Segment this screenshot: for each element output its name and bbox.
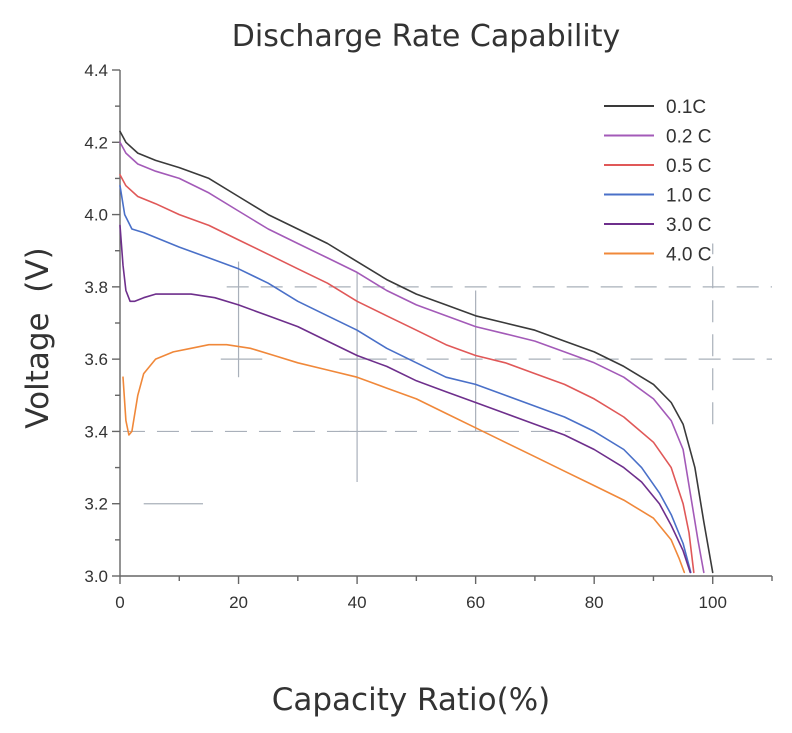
x-tick-label: 80 <box>585 593 604 612</box>
legend-label: 0.1C <box>666 97 706 118</box>
y-tick-label: 3.8 <box>84 278 108 297</box>
legend: 0.1C 0.2 C 0.5 C 1.0 C 3.0 C 4.0 C <box>604 97 711 266</box>
x-tick-label: 0 <box>115 593 124 612</box>
x-tick-label: 20 <box>229 593 248 612</box>
tick-marks <box>112 69 773 584</box>
series-lines <box>119 130 714 574</box>
legend-label: 1.0 C <box>666 186 711 207</box>
tick-labels: 0 20 40 60 80 100 3.0 3.2 3.4 3.6 3.8 4.0 4.2 4.4 <box>84 61 727 612</box>
y-axis-label: Voltage (V) <box>20 247 56 428</box>
x-tick-label: 60 <box>466 593 485 612</box>
legend-label: 0.5 C <box>666 156 711 177</box>
y-tick-label: 4.0 <box>84 206 108 225</box>
y-tick-label: 3.2 <box>84 495 108 514</box>
series-line <box>119 174 695 574</box>
x-tick-label: 40 <box>348 593 367 612</box>
series-line <box>119 130 714 574</box>
legend-label: 3.0 C <box>666 215 711 236</box>
y-tick-label: 4.4 <box>84 61 108 80</box>
legend-label: 0.2 C <box>666 127 711 148</box>
series-line <box>119 184 692 574</box>
x-axis-label: Capacity Ratio(%) <box>272 682 551 718</box>
chart-title: Discharge Rate Capability <box>232 19 620 54</box>
y-tick-label: 3.0 <box>84 567 108 586</box>
y-tick-label: 3.4 <box>84 422 108 441</box>
series-line <box>119 141 705 574</box>
series-line <box>119 224 691 574</box>
legend-label: 4.0 C <box>666 245 711 266</box>
grid-lines <box>122 243 772 505</box>
y-tick-label: 3.6 <box>84 350 108 369</box>
series-line <box>122 343 686 574</box>
y-tick-label: 4.2 <box>84 133 108 152</box>
x-tick-label: 100 <box>699 593 727 612</box>
